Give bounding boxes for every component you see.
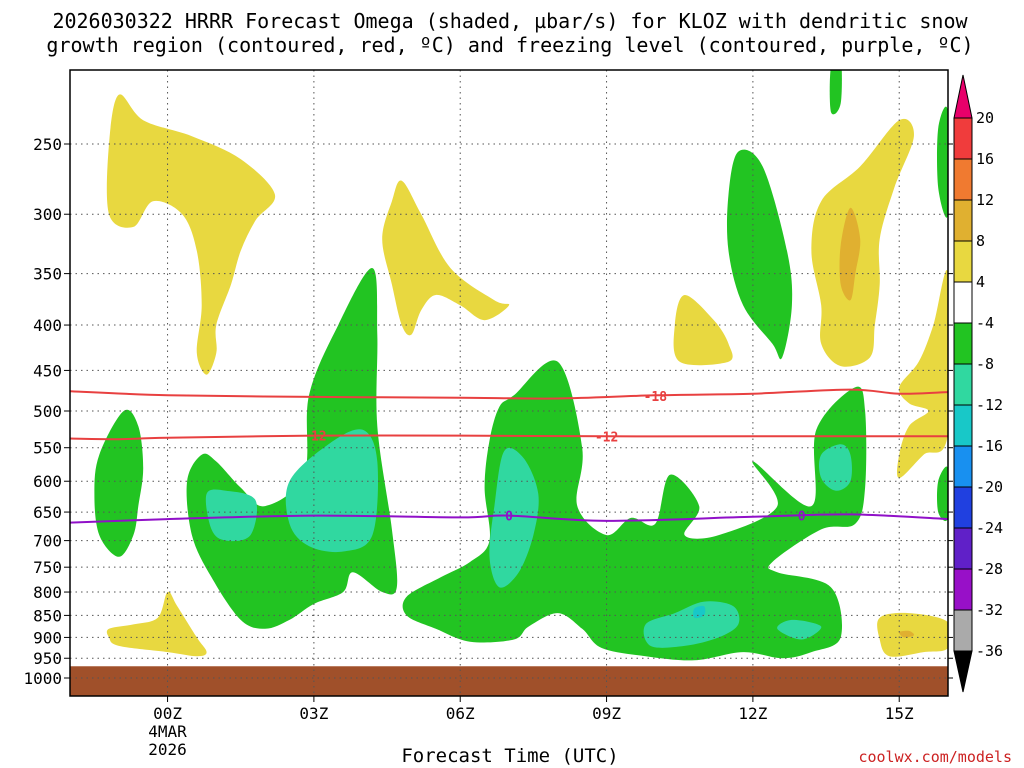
shaded-region-low-right-rising-4to8 bbox=[877, 612, 948, 657]
shaded-region-lower-right-small-sinking-minus8 bbox=[777, 619, 822, 640]
shaded-region-right-edge-rising-4to8 bbox=[897, 270, 948, 478]
y-tick-label-350: 350 bbox=[33, 265, 62, 284]
x-tick-label-00Z: 00Z bbox=[153, 704, 182, 723]
y-tick-label-500: 500 bbox=[33, 402, 62, 421]
colorbar-label--32: -32 bbox=[976, 601, 1003, 619]
x-tick-label-03Z: 03Z bbox=[299, 704, 328, 723]
y-tick-label-450: 450 bbox=[33, 361, 62, 380]
shaded-region-mid-sinking-minus8 bbox=[285, 429, 379, 553]
colorbar-band-20-to-16 bbox=[953, 117, 973, 160]
shaded-region-right-edge-sinking-minus4 bbox=[937, 106, 948, 218]
colorbar-band-8-to-4 bbox=[953, 240, 973, 283]
credit-text: coolwx.com/models bbox=[858, 748, 1012, 766]
colorbar-label-8: 8 bbox=[976, 232, 985, 250]
shaded-region-right-edge-low-sinking-minus4 bbox=[937, 466, 948, 521]
contour-label-2: -12 bbox=[595, 430, 618, 445]
contour-dgz-minus-12 bbox=[70, 434, 948, 441]
contour-label-0: -18 bbox=[644, 390, 668, 405]
y-tick-label-950: 950 bbox=[33, 649, 62, 668]
colorbar-label--28: -28 bbox=[976, 560, 1003, 578]
contour-lines bbox=[70, 388, 948, 524]
chart-title-line1: 2026030322 HRRR Forecast Omega (shaded, … bbox=[52, 9, 968, 33]
colorbar-label-20: 20 bbox=[976, 109, 994, 127]
colorbar-band--8-to--12 bbox=[953, 363, 973, 406]
shaded-region-upper-right-rising-8to12 bbox=[839, 207, 861, 301]
contour-dgz-minus-18 bbox=[70, 388, 948, 400]
shaded-region-upper-left-rising-4to8 bbox=[106, 94, 276, 375]
colorbar-label-16: 16 bbox=[976, 150, 994, 168]
x-tick-label-15Z: 15Z bbox=[885, 704, 914, 723]
contour-label-4: 0 bbox=[798, 510, 806, 525]
contour-label-3: 0 bbox=[505, 510, 513, 525]
contour-label-1: 12 bbox=[311, 430, 327, 445]
colorbar-label--24: -24 bbox=[976, 519, 1003, 537]
colorbar-label--12: -12 bbox=[976, 396, 1003, 414]
y-tick-label-850: 850 bbox=[33, 606, 62, 625]
contour-labels: -18 12 -12 0 0 bbox=[311, 390, 806, 525]
y-tick-label-900: 900 bbox=[33, 628, 62, 647]
colorbar-top-arrow bbox=[953, 74, 973, 119]
colorbar-bottom-arrow bbox=[953, 650, 973, 693]
colorbar-band--32-to--36 bbox=[953, 609, 973, 652]
x-tick-label-06Z: 06Z bbox=[446, 704, 475, 723]
x-tick-date-line1: 4MAR bbox=[148, 722, 187, 741]
y-tick-label-800: 800 bbox=[33, 583, 62, 602]
y-tick-label-400: 400 bbox=[33, 316, 62, 335]
y-tick-label-750: 750 bbox=[33, 558, 62, 577]
shaded-region-low-right-rising-8to12 bbox=[899, 630, 915, 638]
colorbar-band--24-to--28 bbox=[953, 527, 973, 570]
colorbar-label--36: -36 bbox=[976, 642, 1003, 660]
shaded-region-lower-right-sinking-minus8 bbox=[643, 601, 740, 648]
colorbar-band-12-to-8 bbox=[953, 199, 973, 242]
x-axis-title: Forecast Time (UTC) bbox=[401, 745, 618, 767]
colorbar-label--16: -16 bbox=[976, 437, 1003, 455]
colorbar-band--20-to--24 bbox=[953, 486, 973, 529]
colorbar-band--16-to--20 bbox=[953, 445, 973, 488]
colorbar-band--4-to--8 bbox=[953, 322, 973, 365]
x-tick-label-12Z: 12Z bbox=[738, 704, 767, 723]
shaded-region-mid-left-sinking-minus8 bbox=[205, 489, 258, 542]
shaded-region-upper-right-rising-4to8 bbox=[811, 118, 914, 367]
shaded-region-upper-right-sinking-minus4 bbox=[726, 149, 793, 360]
y-tick-label-1000: 1000 bbox=[23, 669, 62, 688]
shaded-region-upper-rightmid-rising-4to8 bbox=[673, 294, 733, 366]
y-tick-label-550: 550 bbox=[33, 439, 62, 458]
y-tick-label-300: 300 bbox=[33, 205, 62, 224]
plot-frame bbox=[69, 69, 949, 697]
y-axis-ticks: 250 300 350 400 450 500 550 600 650 700 750 800 850 9… bbox=[23, 135, 953, 688]
ground-layer bbox=[70, 666, 948, 696]
colorbar: 20 16 12 8 4 -4 -8 -12 -16 -20 -24 -28 -32 -36 bbox=[953, 74, 1003, 693]
ground-fill bbox=[70, 666, 948, 696]
colorbar-label-4: 4 bbox=[976, 273, 985, 291]
colorbar-label--8: -8 bbox=[976, 355, 994, 373]
colorbar-label--20: -20 bbox=[976, 478, 1003, 496]
y-tick-label-650: 650 bbox=[33, 503, 62, 522]
colorbar-band--12-to--16 bbox=[953, 404, 973, 447]
x-tick-label-09Z: 09Z bbox=[592, 704, 621, 723]
y-tick-label-700: 700 bbox=[33, 532, 62, 551]
y-tick-label-250: 250 bbox=[33, 135, 62, 154]
shaded-region-center-sinking-minus8 bbox=[489, 447, 539, 588]
y-tick-label-600: 600 bbox=[33, 472, 62, 491]
colorbar-band-16-to-12 bbox=[953, 158, 973, 201]
colorbar-band-4-to--4 bbox=[953, 281, 973, 324]
shaded-region-upper-mid-rising-4to8 bbox=[382, 180, 510, 336]
shaded-region-right-sinking-minus8 bbox=[819, 444, 852, 491]
colorbar-band--28-to--32 bbox=[953, 568, 973, 611]
shaded-region-lower-right-sinking-minus12 bbox=[693, 605, 706, 619]
shaded-region-top-right-sinking-minus4 bbox=[829, 70, 842, 115]
shaded-region-low-left-rising-4to8 bbox=[106, 591, 207, 657]
grid-lines bbox=[70, 70, 948, 696]
colorbar-label--4: -4 bbox=[976, 314, 994, 332]
x-tick-date-line2: 2026 bbox=[148, 740, 187, 759]
colorbar-label-12: 12 bbox=[976, 191, 994, 209]
chart-title-line2: growth region (contoured, red, ºC) and f… bbox=[46, 33, 973, 57]
contour-freezing-level-0 bbox=[70, 513, 948, 524]
